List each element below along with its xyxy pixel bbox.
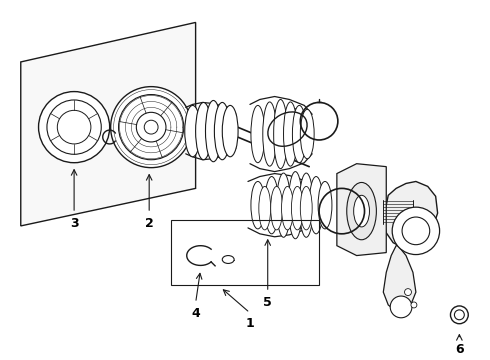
Ellipse shape	[289, 172, 302, 239]
Text: 6: 6	[455, 343, 464, 356]
Ellipse shape	[392, 207, 440, 255]
Ellipse shape	[299, 173, 313, 237]
Polygon shape	[383, 246, 416, 313]
Ellipse shape	[111, 87, 192, 168]
Ellipse shape	[47, 100, 101, 154]
Polygon shape	[383, 181, 438, 248]
Ellipse shape	[411, 302, 417, 308]
Ellipse shape	[309, 176, 323, 234]
Ellipse shape	[405, 289, 412, 296]
Ellipse shape	[300, 186, 312, 230]
Ellipse shape	[251, 105, 265, 163]
Polygon shape	[337, 164, 386, 256]
Ellipse shape	[144, 120, 158, 134]
Ellipse shape	[450, 306, 468, 324]
Text: 4: 4	[191, 307, 200, 320]
Ellipse shape	[273, 99, 288, 168]
Text: 3: 3	[70, 217, 78, 230]
Ellipse shape	[318, 181, 332, 229]
Ellipse shape	[119, 95, 184, 160]
Ellipse shape	[215, 103, 230, 160]
Ellipse shape	[222, 105, 238, 157]
Ellipse shape	[270, 186, 283, 230]
Text: 5: 5	[263, 296, 272, 309]
Ellipse shape	[259, 186, 270, 230]
Ellipse shape	[454, 310, 465, 320]
Ellipse shape	[347, 183, 376, 240]
Ellipse shape	[282, 186, 294, 230]
Ellipse shape	[185, 105, 200, 157]
Ellipse shape	[57, 111, 91, 144]
Ellipse shape	[277, 173, 291, 237]
Ellipse shape	[265, 176, 279, 234]
Ellipse shape	[196, 103, 211, 160]
Ellipse shape	[292, 186, 303, 230]
Polygon shape	[21, 22, 196, 226]
Ellipse shape	[300, 109, 314, 159]
Ellipse shape	[205, 100, 221, 162]
Ellipse shape	[136, 112, 166, 142]
Ellipse shape	[263, 102, 277, 166]
Ellipse shape	[222, 256, 234, 264]
Ellipse shape	[354, 195, 369, 227]
Ellipse shape	[251, 181, 265, 229]
Ellipse shape	[284, 102, 297, 166]
Text: 1: 1	[245, 317, 254, 330]
Ellipse shape	[39, 91, 110, 163]
Ellipse shape	[293, 105, 306, 163]
Text: 2: 2	[145, 217, 153, 230]
Ellipse shape	[402, 217, 430, 245]
Ellipse shape	[390, 296, 412, 318]
